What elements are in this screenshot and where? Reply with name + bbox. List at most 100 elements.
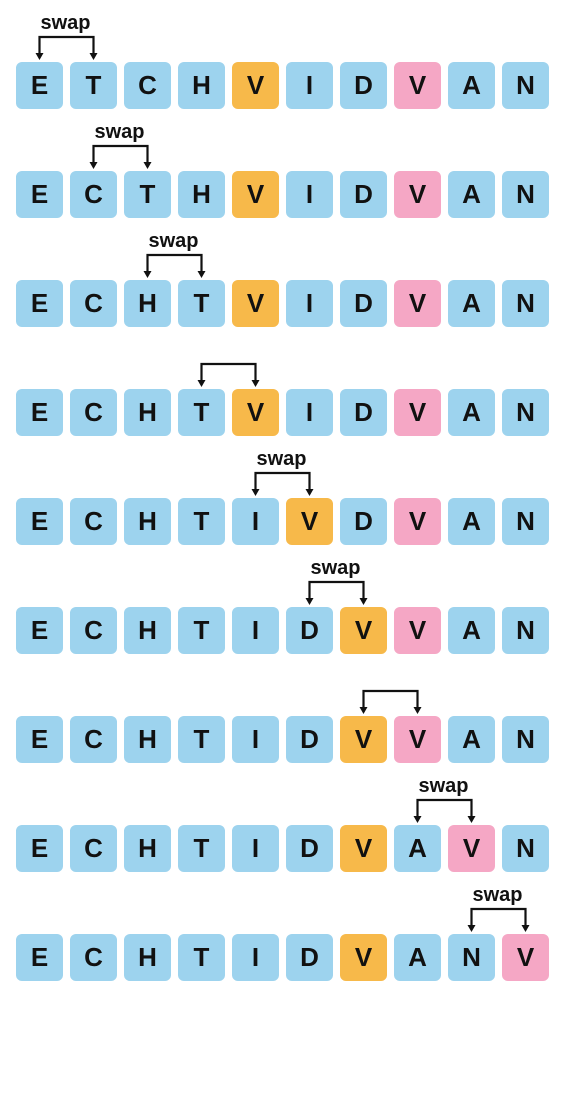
letter-cell: T [176, 714, 227, 765]
letter-cell: D [338, 169, 389, 220]
step-5: swap ECHTIDVVAN [14, 559, 558, 656]
letter-cell: E [14, 714, 65, 765]
letter-cell: T [176, 932, 227, 983]
letter-cell: V [500, 932, 551, 983]
letter-cell: A [446, 278, 497, 329]
letter-cell: V [392, 605, 443, 656]
letter-cell: I [230, 932, 281, 983]
letter-cell: V [338, 823, 389, 874]
swap-bracket [14, 143, 158, 169]
step-8: swap ECHTIDVANV [14, 886, 558, 983]
letter-cell: E [14, 278, 65, 329]
swap-label: swap [149, 230, 199, 253]
letter-cell: T [176, 823, 227, 874]
step-4: swap ECHTIVDVAN [14, 450, 558, 547]
swap-label: swap [473, 884, 523, 907]
step-0: swap ETCHVIDVAN [14, 14, 558, 111]
letter-cell: D [284, 714, 335, 765]
letter-cell: H [176, 169, 227, 220]
letter-cell: N [500, 387, 551, 438]
letter-cell: H [122, 278, 173, 329]
letter-cell: E [14, 605, 65, 656]
letter-cell: T [176, 496, 227, 547]
letter-cell: I [230, 823, 281, 874]
letter-row: ECHTVIDVAN [14, 232, 558, 329]
letter-cell: D [338, 387, 389, 438]
letter-cell: V [392, 169, 443, 220]
swap-bracket [14, 688, 428, 714]
letter-cell: V [392, 496, 443, 547]
letter-cell: V [446, 823, 497, 874]
letter-cell: N [500, 605, 551, 656]
letter-cell: V [284, 496, 335, 547]
letter-cell: H [122, 932, 173, 983]
letter-cell: N [500, 169, 551, 220]
letter-cell: T [176, 278, 227, 329]
swap-bracket [14, 361, 266, 387]
letter-cell: H [122, 496, 173, 547]
letter-cell: V [392, 278, 443, 329]
letter-cell: A [446, 60, 497, 111]
letter-cell: D [284, 932, 335, 983]
letter-cell: A [446, 387, 497, 438]
step-1: swap ECTHVIDVAN [14, 123, 558, 220]
step-6: ECHTIDVVAN [14, 668, 558, 765]
letter-cell: C [68, 278, 119, 329]
letter-cell: D [284, 605, 335, 656]
swap-label: swap [41, 12, 91, 35]
swap-diagram: swap ETCHVIDVANswap ECTHVIDVANswap ECHTV… [14, 14, 558, 983]
letter-row: ECHTIDVVAN [14, 559, 558, 656]
letter-cell: I [230, 605, 281, 656]
letter-cell: I [230, 714, 281, 765]
letter-cell: V [392, 60, 443, 111]
letter-row: ECHTIDVVAN [14, 668, 558, 765]
step-3: ECHTVIDVAN [14, 341, 558, 438]
swap-label: swap [419, 775, 469, 798]
swap-label: swap [257, 448, 307, 471]
swap-bracket [14, 470, 320, 496]
letter-cell: T [122, 169, 173, 220]
letter-cell: H [122, 605, 173, 656]
letter-cell: I [230, 496, 281, 547]
letter-cell: V [338, 932, 389, 983]
letter-cell: T [176, 605, 227, 656]
letter-cell: V [230, 60, 281, 111]
letter-cell: C [122, 60, 173, 111]
letter-cell: T [68, 60, 119, 111]
letter-cell: I [284, 60, 335, 111]
letter-cell: N [500, 278, 551, 329]
letter-cell: N [446, 932, 497, 983]
letter-cell: H [122, 714, 173, 765]
letter-cell: I [284, 278, 335, 329]
letter-cell: C [68, 823, 119, 874]
letter-cell: E [14, 932, 65, 983]
letter-cell: C [68, 169, 119, 220]
swap-bracket [14, 34, 104, 60]
letter-cell: V [230, 387, 281, 438]
letter-cell: D [284, 823, 335, 874]
letter-cell: V [392, 714, 443, 765]
letter-cell: D [338, 496, 389, 547]
letter-cell: E [14, 823, 65, 874]
letter-cell: A [392, 823, 443, 874]
letter-cell: A [446, 605, 497, 656]
letter-cell: E [14, 169, 65, 220]
letter-cell: C [68, 714, 119, 765]
letter-cell: E [14, 496, 65, 547]
swap-label: swap [311, 557, 361, 580]
letter-cell: A [446, 714, 497, 765]
letter-cell: T [176, 387, 227, 438]
letter-cell: V [392, 387, 443, 438]
swap-bracket [14, 797, 482, 823]
letter-row: ECHTIDVAVN [14, 777, 558, 874]
letter-cell: I [284, 387, 335, 438]
letter-cell: I [284, 169, 335, 220]
letter-cell: C [68, 496, 119, 547]
letter-cell: A [446, 169, 497, 220]
swap-label: swap [95, 121, 145, 144]
swap-bracket [14, 906, 536, 932]
letter-cell: N [500, 714, 551, 765]
letter-cell: V [338, 714, 389, 765]
letter-cell: N [500, 496, 551, 547]
letter-cell: A [392, 932, 443, 983]
